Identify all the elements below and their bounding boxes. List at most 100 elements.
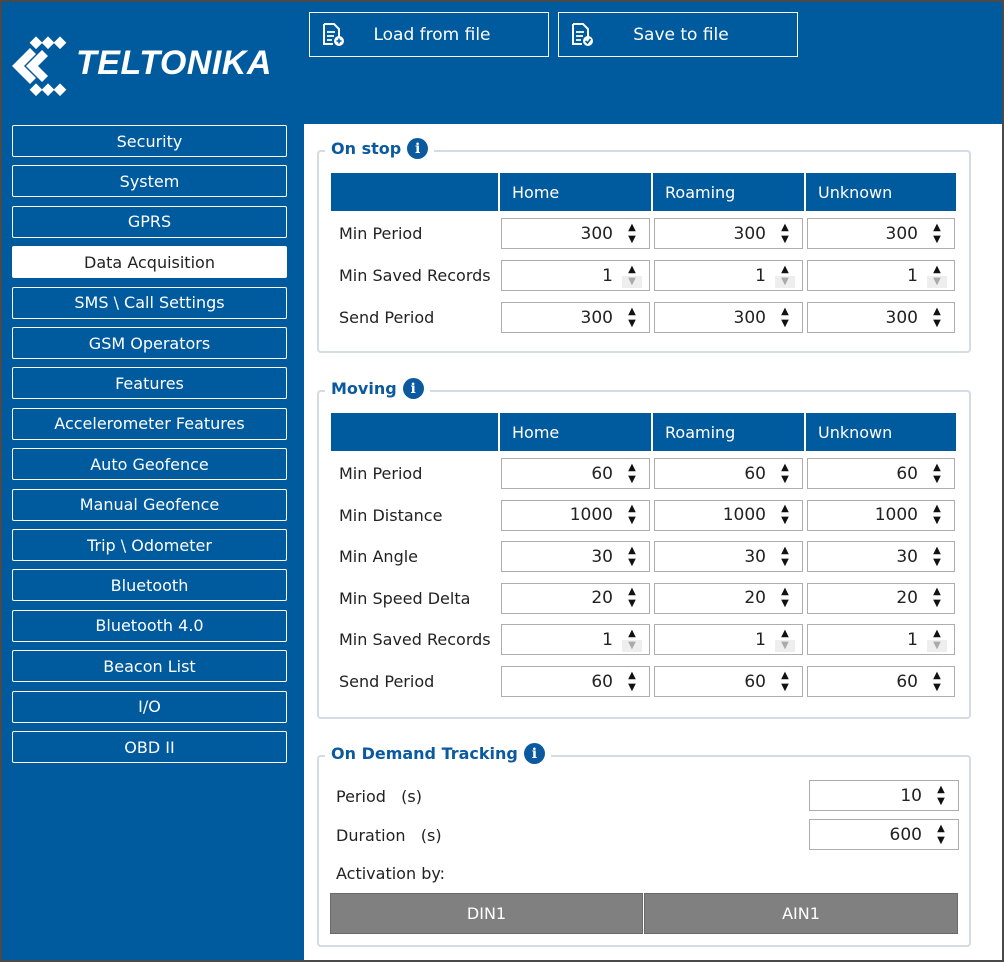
value-spinner[interactable]: 300 ▲ ▼ bbox=[807, 302, 955, 333]
value-spinner[interactable]: 30 ▲ ▼ bbox=[654, 541, 803, 573]
sidebar-item[interactable]: System bbox=[12, 165, 287, 198]
spin-arrows-icon[interactable]: ▲ ▼ bbox=[628, 503, 636, 527]
spin-arrows-icon[interactable]: ▲ ▼ bbox=[628, 586, 636, 610]
spin-arrows-icon[interactable]: ▲ ▼ bbox=[781, 221, 789, 245]
spin-arrows-icon[interactable]: ▲ ▼ bbox=[628, 305, 636, 329]
value-spinner[interactable]: 1 ▲ ▼ bbox=[501, 260, 650, 291]
value-spinner[interactable]: 60 ▲ ▼ bbox=[807, 458, 955, 489]
spin-arrows-icon[interactable]: ▲ ▼ bbox=[774, 262, 796, 290]
sidebar-item[interactable]: SMS \ Call Settings bbox=[12, 286, 287, 319]
value-spinner[interactable]: 1 ▲ ▼ bbox=[807, 624, 955, 656]
spin-arrows-icon[interactable]: ▲ ▼ bbox=[933, 305, 941, 329]
value-spinner[interactable]: 1 ▲ ▼ bbox=[501, 624, 650, 656]
ain1-button[interactable]: AIN1 bbox=[644, 893, 958, 934]
value-spinner[interactable]: 20 ▲ ▼ bbox=[807, 582, 955, 614]
value-spinner[interactable]: 60 ▲ ▼ bbox=[501, 666, 650, 697]
spin-arrows-icon[interactable]: ▲ ▼ bbox=[774, 626, 796, 654]
spin-arrows-icon[interactable]: ▲ ▼ bbox=[781, 669, 789, 693]
value-spinner[interactable]: 300 ▲ ▼ bbox=[654, 302, 803, 333]
spin-arrows-icon[interactable]: ▲ ▼ bbox=[933, 503, 941, 527]
spin-arrows-icon[interactable]: ▲ ▼ bbox=[933, 586, 941, 610]
value-spinner[interactable]: 1000 ▲ ▼ bbox=[654, 499, 803, 531]
info-icon[interactable]: i bbox=[402, 378, 424, 399]
value-spinner[interactable]: 30 ▲ ▼ bbox=[807, 541, 955, 573]
sidebar-item[interactable]: Manual Geofence bbox=[12, 488, 287, 521]
value-spinner[interactable]: 300 ▲ ▼ bbox=[807, 218, 955, 249]
row-label: Min Period bbox=[339, 464, 423, 483]
value-spinner[interactable]: 1 ▲ ▼ bbox=[654, 624, 803, 656]
info-icon[interactable]: i bbox=[523, 743, 545, 764]
value-spinner[interactable]: 20 ▲ ▼ bbox=[501, 582, 650, 614]
spin-arrows-icon[interactable]: ▲ ▼ bbox=[781, 503, 789, 527]
sidebar-item[interactable]: Features bbox=[12, 367, 287, 400]
value-spinner[interactable]: 1 ▲ ▼ bbox=[654, 260, 803, 291]
spin-arrows-icon[interactable]: ▲ ▼ bbox=[628, 544, 636, 568]
sidebar-item[interactable]: Trip \ Odometer bbox=[12, 529, 287, 561]
spin-arrows-icon[interactable]: ▲ ▼ bbox=[621, 626, 643, 654]
spinner-value: 30 bbox=[591, 546, 613, 567]
sidebar-item[interactable]: GSM Operators bbox=[12, 327, 287, 359]
column-header: Roaming bbox=[651, 173, 804, 211]
period-label-text: Period bbox=[336, 787, 386, 806]
spin-arrows-icon[interactable]: ▲ ▼ bbox=[628, 221, 636, 245]
row-label: Send Period bbox=[339, 672, 435, 691]
value-spinner[interactable]: 60 ▲ ▼ bbox=[501, 458, 650, 489]
sidebar-item[interactable]: Bluetooth bbox=[12, 569, 287, 602]
spin-arrows-icon[interactable]: ▲ ▼ bbox=[628, 461, 636, 485]
din1-button[interactable]: DIN1 bbox=[330, 893, 643, 934]
row-label: Min Angle bbox=[339, 547, 419, 567]
spin-arrows-icon[interactable]: ▲ ▼ bbox=[621, 262, 643, 290]
value-spinner[interactable]: 60 ▲ ▼ bbox=[654, 666, 803, 697]
spin-arrows-icon[interactable]: ▲ ▼ bbox=[933, 544, 941, 568]
sidebar-item[interactable]: Auto Geofence bbox=[12, 448, 287, 481]
spin-arrows-icon[interactable]: ▲ ▼ bbox=[781, 461, 789, 485]
spin-arrows-icon[interactable]: ▲ ▼ bbox=[781, 544, 789, 568]
spin-arrows-icon[interactable]: ▲ ▼ bbox=[781, 586, 789, 610]
spinner-value: 1000 bbox=[569, 505, 613, 526]
duration-label: Duration (s) bbox=[336, 826, 442, 845]
spin-arrows-icon[interactable]: ▲ ▼ bbox=[933, 221, 941, 245]
teltonika-logo: TELTONIKA bbox=[10, 36, 300, 97]
duration-spinner[interactable]: 600 ▲ ▼ bbox=[809, 819, 959, 850]
moving-title: Moving i bbox=[325, 378, 430, 399]
value-spinner[interactable]: 1 ▲ ▼ bbox=[807, 260, 955, 291]
spin-arrows-icon[interactable]: ▲ ▼ bbox=[926, 262, 948, 290]
spin-arrows-icon[interactable]: ▲ ▼ bbox=[933, 669, 941, 693]
info-icon[interactable]: i bbox=[407, 138, 429, 159]
sidebar-item[interactable]: OBD II bbox=[12, 731, 287, 763]
row-label: Min Saved Records bbox=[339, 630, 491, 650]
value-spinner[interactable]: 30 ▲ ▼ bbox=[501, 541, 650, 573]
value-spinner[interactable]: 1000 ▲ ▼ bbox=[501, 499, 650, 531]
sidebar-item[interactable]: Bluetooth 4.0 bbox=[12, 609, 287, 642]
value-spinner[interactable]: 60 ▲ ▼ bbox=[654, 458, 803, 489]
spin-arrows-icon[interactable]: ▲ ▼ bbox=[933, 461, 941, 485]
spin-arrows-icon[interactable]: ▲ ▼ bbox=[781, 305, 789, 329]
load-from-file-button[interactable]: Load from file bbox=[309, 12, 549, 57]
column-header: Unknown bbox=[804, 413, 956, 451]
save-label: Save to file bbox=[633, 24, 729, 45]
sidebar-item[interactable]: Accelerometer Features bbox=[12, 407, 287, 440]
spinner-value: 20 bbox=[744, 588, 766, 609]
save-to-file-button[interactable]: Save to file bbox=[558, 12, 798, 57]
value-spinner[interactable]: 300 ▲ ▼ bbox=[501, 218, 650, 249]
spinner-value: 300 bbox=[885, 307, 918, 328]
value-spinner[interactable]: 300 ▲ ▼ bbox=[501, 302, 650, 333]
value-spinner[interactable]: 60 ▲ ▼ bbox=[807, 666, 955, 697]
period-spinner[interactable]: 10 ▲ ▼ bbox=[809, 780, 959, 811]
value-spinner[interactable]: 20 ▲ ▼ bbox=[654, 582, 803, 614]
sidebar-item[interactable]: Beacon List bbox=[12, 650, 287, 683]
sidebar-item[interactable]: Security bbox=[12, 125, 287, 157]
spin-arrows-icon[interactable]: ▲ ▼ bbox=[628, 669, 636, 693]
row-label: Min Saved Records bbox=[339, 266, 491, 285]
spin-arrows-icon[interactable]: ▲ ▼ bbox=[926, 626, 948, 654]
sidebar-item[interactable]: GPRS bbox=[12, 205, 287, 238]
spin-arrows-icon[interactable]: ▲ ▼ bbox=[937, 822, 945, 846]
header-blank bbox=[331, 173, 498, 211]
value-spinner[interactable]: 300 ▲ ▼ bbox=[654, 218, 803, 249]
sidebar-item[interactable]: Data Acquisition bbox=[12, 246, 287, 279]
file-add-icon bbox=[323, 22, 344, 46]
spin-arrows-icon[interactable]: ▲ ▼ bbox=[937, 783, 945, 807]
value-spinner[interactable]: 1000 ▲ ▼ bbox=[807, 499, 955, 531]
row-label: Send Period bbox=[339, 308, 435, 327]
sidebar-item[interactable]: I/O bbox=[12, 690, 287, 723]
